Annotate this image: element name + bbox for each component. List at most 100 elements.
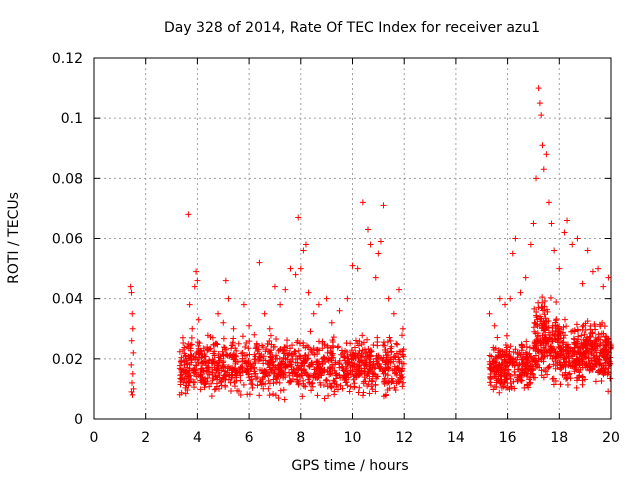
data-point — [245, 374, 252, 381]
data-point — [220, 358, 227, 365]
data-point — [209, 359, 216, 366]
data-point — [266, 337, 273, 344]
data-point — [561, 359, 568, 366]
data-point — [510, 378, 517, 385]
data-point — [524, 381, 531, 388]
data-point — [207, 345, 214, 352]
data-point — [552, 335, 559, 342]
data-point — [573, 384, 580, 391]
data-point — [265, 377, 272, 384]
x-tick-label: 10 — [344, 430, 362, 446]
data-point — [280, 386, 287, 393]
data-point — [541, 297, 548, 304]
data-point — [546, 347, 553, 354]
data-point — [557, 351, 564, 358]
data-point — [344, 295, 351, 302]
data-point — [258, 351, 265, 358]
data-point — [549, 322, 556, 329]
data-point — [331, 367, 338, 374]
data-point — [500, 366, 507, 373]
data-point — [331, 361, 338, 368]
data-point — [535, 299, 542, 306]
data-point — [341, 353, 348, 360]
data-point — [195, 342, 202, 349]
data-point — [268, 347, 275, 354]
data-point — [522, 349, 529, 356]
data-point — [194, 277, 201, 284]
data-point — [512, 371, 519, 378]
data-point — [287, 345, 294, 352]
data-point — [323, 295, 330, 302]
data-point — [493, 354, 500, 361]
data-point — [349, 262, 356, 269]
data-point — [487, 361, 494, 368]
data-point — [326, 368, 333, 375]
data-point — [257, 378, 264, 385]
data-point — [302, 241, 309, 248]
data-point — [558, 326, 565, 333]
data-point — [237, 392, 244, 399]
data-point — [351, 380, 358, 387]
data-point — [501, 378, 508, 385]
data-point — [380, 339, 387, 346]
data-point — [267, 353, 274, 360]
data-point — [255, 357, 262, 364]
data-point — [576, 369, 583, 376]
data-point — [519, 361, 526, 368]
y-tick-label: 0 — [74, 412, 83, 428]
data-point — [507, 354, 514, 361]
data-point — [325, 357, 332, 364]
data-point — [388, 349, 395, 356]
data-point — [387, 337, 394, 344]
data-point — [243, 339, 250, 346]
data-point — [340, 365, 347, 372]
data-point — [277, 387, 284, 394]
data-point — [345, 359, 352, 366]
data-point — [346, 388, 353, 395]
data-point — [369, 362, 376, 369]
data-point — [314, 347, 321, 354]
data-point — [382, 361, 389, 368]
data-point — [523, 343, 530, 350]
data-point — [538, 347, 545, 354]
data-point — [331, 391, 338, 398]
data-point — [288, 366, 295, 373]
data-point — [380, 202, 387, 209]
data-point — [540, 166, 547, 173]
data-point — [267, 332, 274, 339]
data-point — [200, 379, 207, 386]
data-point — [547, 352, 554, 359]
data-point — [364, 336, 371, 343]
data-point — [242, 352, 249, 359]
data-point — [545, 329, 552, 336]
data-point — [129, 370, 136, 377]
data-point — [128, 337, 135, 344]
data-point — [280, 374, 287, 381]
y-tick-labels: 0 0.02 0.04 0.06 0.08 0.1 0.12 — [52, 51, 83, 428]
data-point — [324, 342, 331, 349]
data-point — [503, 352, 510, 359]
data-point — [260, 344, 267, 351]
data-point — [280, 371, 287, 378]
data-point — [231, 383, 238, 390]
data-point — [212, 372, 219, 379]
data-point — [277, 301, 284, 308]
data-point — [275, 395, 282, 402]
data-point — [400, 379, 407, 386]
data-point — [542, 334, 549, 341]
data-point — [582, 354, 589, 361]
data-point — [128, 289, 135, 296]
data-point — [191, 384, 198, 391]
data-point — [219, 375, 226, 382]
data-point — [557, 335, 564, 342]
data-point — [517, 289, 524, 296]
data-point — [512, 356, 519, 363]
data-point — [486, 352, 493, 359]
data-point — [232, 358, 239, 365]
y-axis-label: ROTI / TECUs — [6, 192, 22, 284]
data-point — [325, 392, 332, 399]
data-point — [189, 325, 196, 332]
data-point — [350, 351, 357, 358]
data-point — [584, 336, 591, 343]
data-point — [497, 351, 504, 358]
